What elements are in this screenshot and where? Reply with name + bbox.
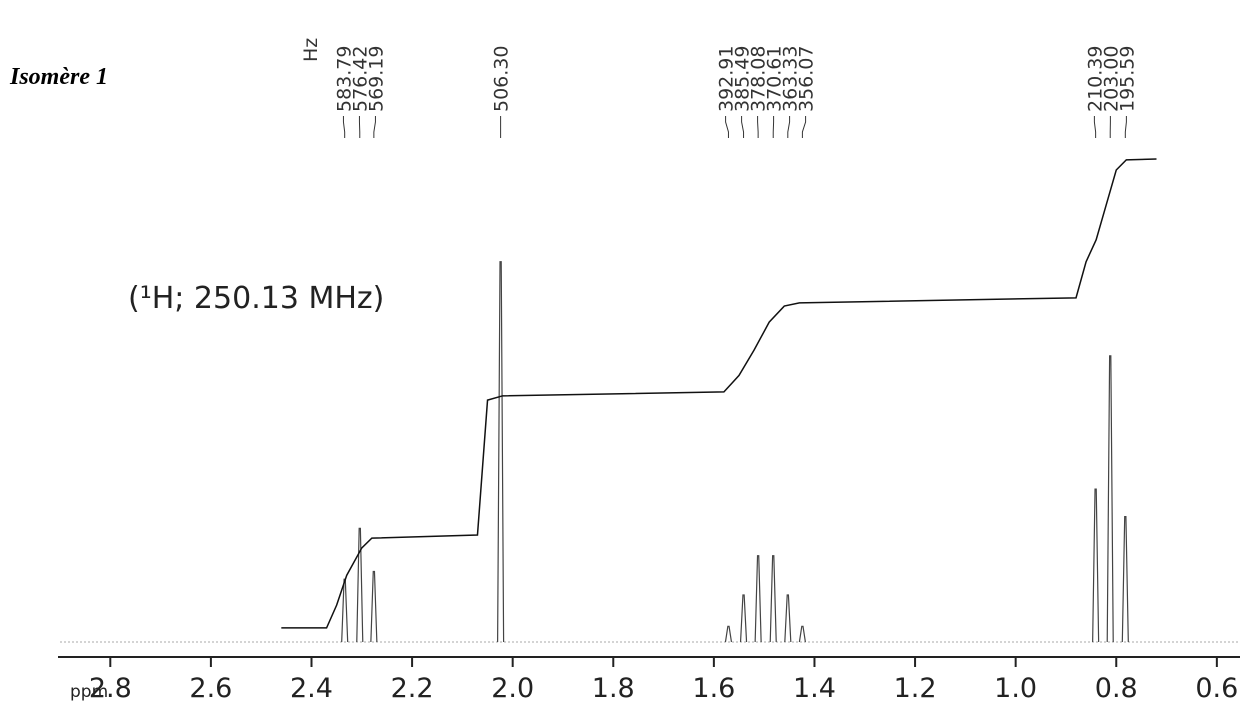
peak-label: 385.49 bbox=[732, 46, 754, 112]
peak bbox=[798, 625, 806, 643]
peak-label: 583.79 bbox=[333, 46, 355, 112]
peak-label: 203.00 bbox=[1100, 46, 1122, 112]
x-tick-label: 0.8 bbox=[1095, 673, 1138, 703]
peak-label: 392.91 bbox=[716, 46, 738, 112]
peak-label: 210.39 bbox=[1084, 46, 1106, 112]
peak bbox=[1092, 488, 1100, 643]
peak-label: 569.19 bbox=[365, 46, 387, 112]
connector bbox=[725, 116, 729, 138]
x-tick-label: 2.2 bbox=[391, 673, 434, 703]
peak-label: 506.30 bbox=[491, 46, 513, 112]
peak bbox=[497, 261, 505, 643]
connector bbox=[757, 116, 759, 138]
x-tick-label: 0.6 bbox=[1195, 673, 1238, 703]
peak bbox=[370, 570, 378, 643]
chart-title: Isomère 1 bbox=[9, 64, 108, 90]
unit-label: Hz bbox=[300, 38, 322, 62]
peak-label: 370.61 bbox=[764, 46, 786, 112]
connector bbox=[741, 116, 745, 138]
x-tick-label: 1.2 bbox=[894, 673, 937, 703]
connector bbox=[787, 116, 791, 138]
x-tick-label: 2.4 bbox=[290, 673, 333, 703]
peak bbox=[739, 594, 748, 643]
x-tick-label: 2.0 bbox=[491, 673, 534, 703]
peak bbox=[724, 625, 733, 643]
peak bbox=[1106, 355, 1114, 643]
x-tick-label: 2.6 bbox=[189, 673, 232, 703]
connector bbox=[342, 116, 346, 138]
x-tick-label: 1.4 bbox=[793, 673, 836, 703]
x-axis-label: ppm bbox=[70, 682, 108, 702]
peak-label: 195.59 bbox=[1116, 46, 1138, 112]
peak bbox=[784, 594, 792, 643]
x-tick-label: 2.8 bbox=[89, 673, 132, 703]
x-tick-label: 1.0 bbox=[994, 673, 1037, 703]
peak-label: 356.07 bbox=[796, 46, 818, 112]
connector bbox=[1093, 116, 1097, 138]
x-tick-label: 1.8 bbox=[592, 673, 635, 703]
peak-label: 363.33 bbox=[780, 46, 802, 112]
connector bbox=[373, 116, 376, 138]
peak bbox=[754, 555, 762, 643]
connector bbox=[801, 116, 807, 138]
connector bbox=[1124, 116, 1127, 138]
x-tick-label: 1.6 bbox=[692, 673, 735, 703]
peak bbox=[356, 527, 364, 643]
peak bbox=[769, 555, 777, 643]
peak bbox=[1121, 515, 1129, 643]
integral-curve bbox=[281, 158, 1157, 629]
peak-label: 576.42 bbox=[349, 46, 371, 112]
annotation: (¹H; 250.13 MHz) bbox=[128, 281, 384, 316]
peak-label: 378.08 bbox=[748, 46, 770, 112]
